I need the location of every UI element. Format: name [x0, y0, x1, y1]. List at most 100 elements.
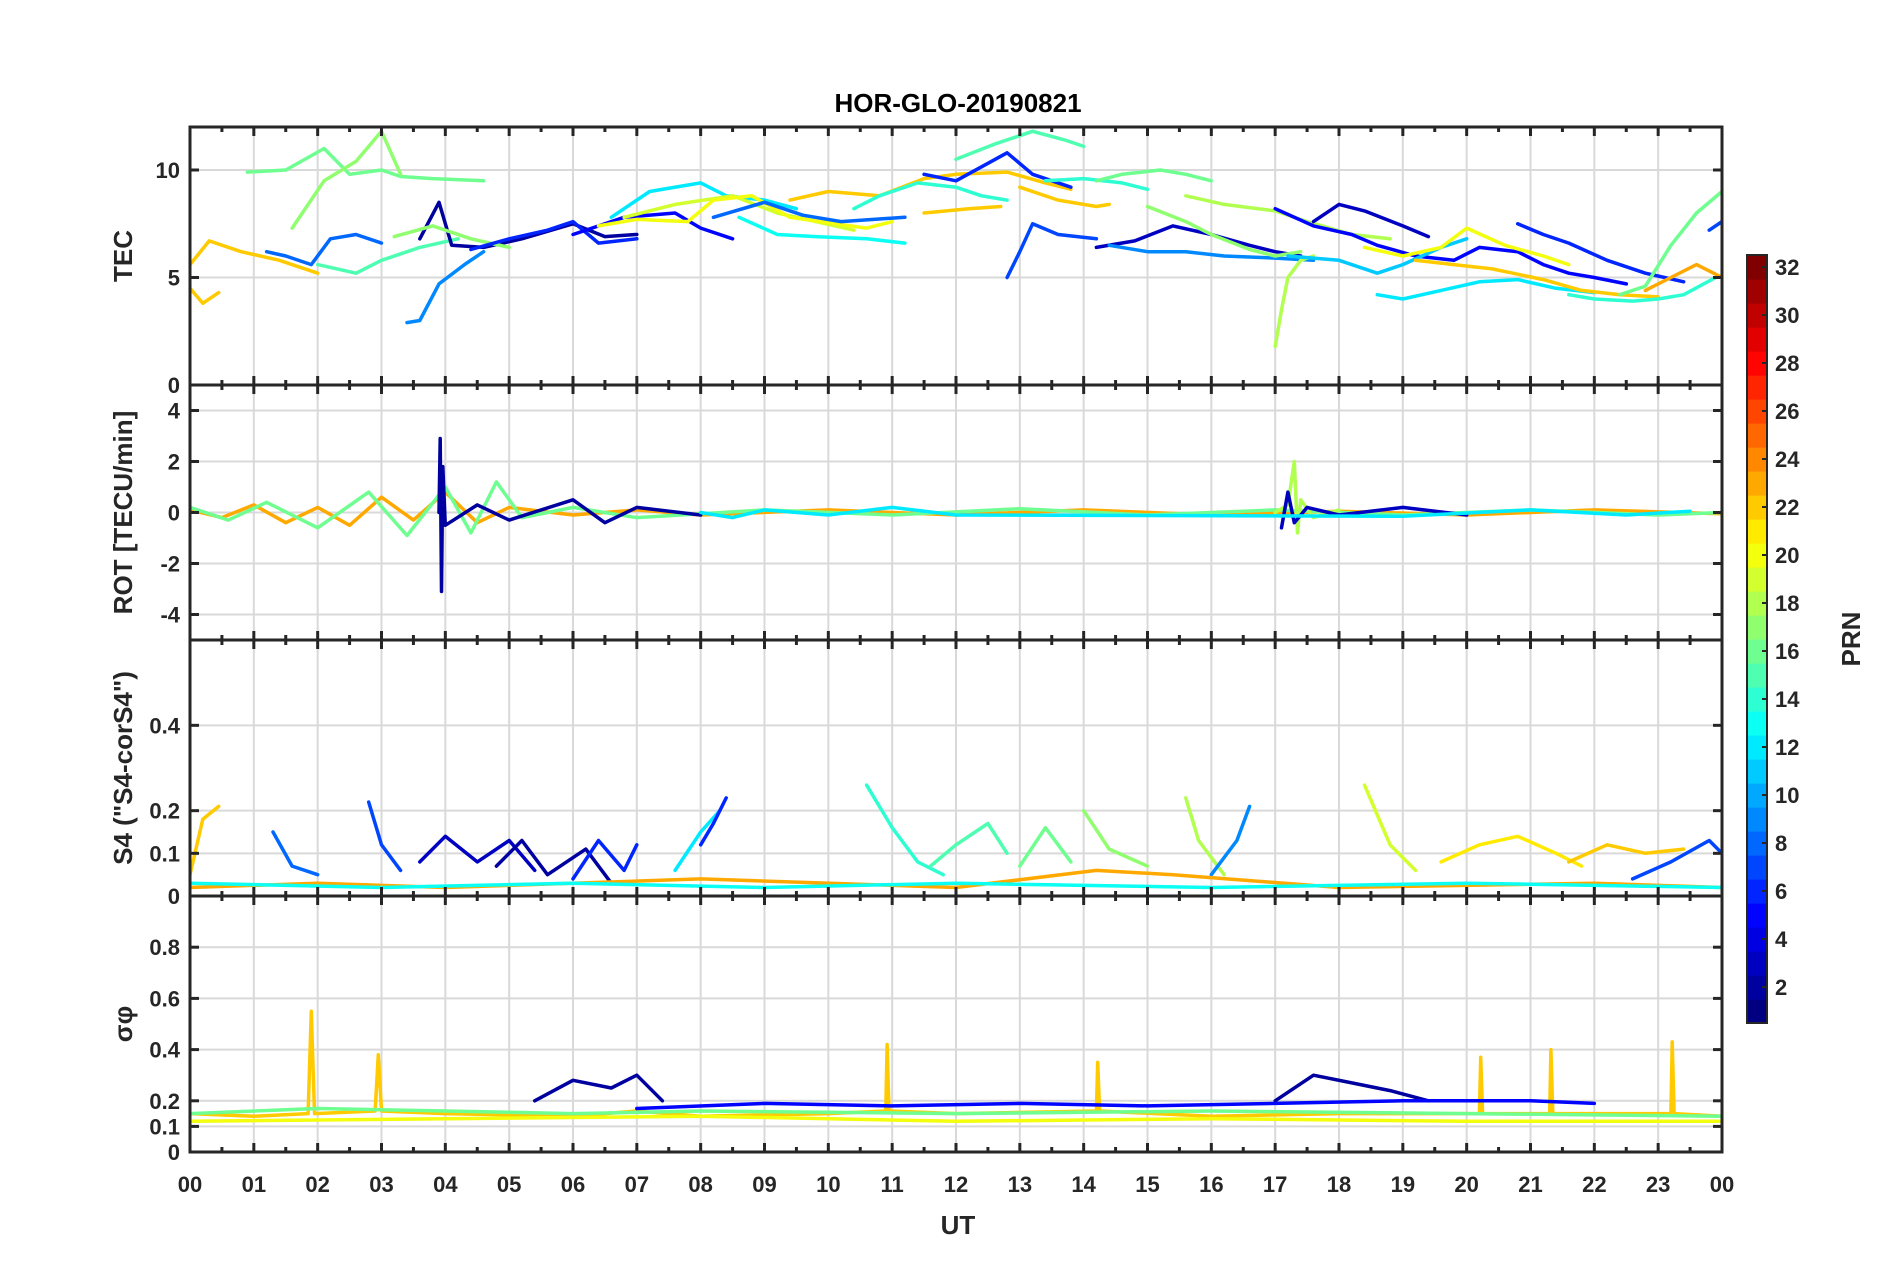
- colorbar-swatch: [1747, 447, 1767, 472]
- x-tick-label: 19: [1391, 1172, 1415, 1197]
- x-tick-label: 17: [1263, 1172, 1287, 1197]
- series-line-prn-2: [532, 1073, 665, 1103]
- y-tick-label: -2: [160, 552, 180, 577]
- series-line-prn-22: [190, 286, 221, 306]
- colorbar-swatch: [1747, 999, 1767, 1024]
- colorbar-tick-label: 16: [1775, 639, 1799, 664]
- series-line-prn-8: [264, 232, 384, 267]
- series-line-prn-9: [1107, 243, 1316, 263]
- series-line-prn-16: [1094, 168, 1214, 183]
- series-line-prn-12: [698, 505, 1692, 520]
- series-line-prn-13: [737, 215, 907, 245]
- series-line-prn-15: [315, 237, 460, 275]
- colorbar-swatch: [1747, 735, 1767, 760]
- series-group: [190, 129, 1722, 349]
- colorbar-swatch: [1747, 255, 1767, 280]
- series-line-prn-8: [271, 830, 320, 877]
- colorbar-tick-label: 10: [1775, 783, 1799, 808]
- colorbar-swatch: [1747, 639, 1767, 664]
- colorbar-swatch: [1747, 783, 1767, 808]
- series-line-prn-21: [1439, 834, 1584, 868]
- series-line-prn-7: [1005, 222, 1099, 280]
- colorbar-tick-label: 32: [1775, 255, 1799, 280]
- series-line-prn-15: [954, 129, 1086, 162]
- series-line-prn-2: [418, 200, 639, 250]
- x-tick-label: 13: [1008, 1172, 1032, 1197]
- y-tick-label: 5: [168, 266, 180, 291]
- series-line-prn-22: [190, 239, 320, 275]
- series-line-prn-8: [711, 200, 907, 224]
- y-tick-label: 0: [168, 373, 180, 398]
- series-line-prn-16: [190, 1106, 1722, 1118]
- series-line-prn-2: [494, 838, 614, 885]
- series-line-prn-14: [852, 181, 1009, 211]
- x-tick-label: 15: [1135, 1172, 1159, 1197]
- y-axis-label: S4 ("S4-corS4"): [108, 671, 138, 865]
- series-line-prn-22: [922, 204, 1003, 215]
- series-line-prn-14: [1567, 275, 1718, 303]
- y-tick-label: 0.2: [149, 1089, 180, 1114]
- colorbar-swatch: [1747, 351, 1767, 376]
- y-axis-label: TEC: [108, 230, 138, 282]
- x-tick-label: 20: [1454, 1172, 1478, 1197]
- x-axis-label: UT: [941, 1210, 976, 1240]
- x-tick-label: 04: [433, 1172, 458, 1197]
- colorbar-swatch: [1747, 399, 1767, 424]
- y-axis-label: ROT [TECU/min]: [108, 411, 138, 615]
- series-line-prn-17: [1145, 204, 1303, 258]
- series-line-prn-7: [366, 800, 403, 873]
- series-group: [190, 1009, 1722, 1124]
- series-line-prn-3: [1279, 490, 1469, 530]
- y-tick-label: 4: [168, 399, 181, 424]
- x-axis: 00 01 02 03 04 05 06 07 08 09 10 11 12 13 14 15 16 17 18 19…: [178, 1172, 1734, 1197]
- colorbar-tick-label: 12: [1775, 735, 1799, 760]
- panel-frame: [188, 894, 1724, 1154]
- colorbar-swatch: [1747, 279, 1767, 304]
- series-line-prn-14: [864, 783, 945, 877]
- colorbar-tick-label: 24: [1775, 447, 1800, 472]
- x-tick-label: 00: [178, 1172, 202, 1197]
- series-line-prn-3: [418, 834, 537, 873]
- x-tick-label: 02: [305, 1172, 329, 1197]
- x-tick-label: 22: [1582, 1172, 1606, 1197]
- series-line-prn-12: [609, 181, 799, 220]
- x-tick-label: 18: [1327, 1172, 1351, 1197]
- colorbar-swatch: [1747, 327, 1767, 352]
- series-line-prn-20: [190, 1114, 1722, 1124]
- series-group: [190, 436, 1722, 594]
- series-line-prn-17: [290, 129, 403, 230]
- series-line-prn-15: [928, 821, 1009, 868]
- colorbar-swatch: [1747, 951, 1767, 976]
- series-line-prn-18: [1184, 796, 1226, 877]
- panel-4: 00.10.2 0.4 0.6 0.8 σφ: [108, 894, 1724, 1165]
- x-tick-label: 08: [688, 1172, 712, 1197]
- series-line-prn-19: [1362, 783, 1418, 873]
- series-line-prn-2: [1273, 1073, 1431, 1103]
- series-line-prn-6: [698, 796, 728, 847]
- colorbar-tick-label: 2: [1775, 975, 1787, 1000]
- x-tick-label: 10: [816, 1172, 840, 1197]
- x-tick-label: 06: [561, 1172, 585, 1197]
- colorbar-tick-label: 4: [1775, 927, 1788, 952]
- series-line-prn-20: [596, 194, 894, 230]
- x-tick-label: 16: [1199, 1172, 1223, 1197]
- colorbar-swatch: [1747, 567, 1767, 592]
- series-line-prn-20: [1362, 226, 1571, 267]
- series-line-prn-12: [673, 808, 722, 873]
- y-tick-label: 0.1: [149, 1114, 180, 1139]
- series-line-prn-22: [1018, 185, 1111, 209]
- colorbar-swatch: [1747, 423, 1767, 448]
- chart-title: HOR-GLO-20190821: [834, 88, 1081, 118]
- colorbar-tick-label: 20: [1775, 543, 1799, 568]
- colorbar-swatch: [1747, 495, 1767, 520]
- colorbar-label: PRN: [1836, 612, 1866, 667]
- colorbar-tick-label: 14: [1775, 687, 1800, 712]
- colorbar-swatch: [1747, 759, 1767, 784]
- series-line-prn-23: [1643, 262, 1722, 293]
- y-tick-label: 0.6: [149, 986, 180, 1011]
- panel-3: 0 0.1 0.2 0.4 S4 ("S4-corS4"): [108, 638, 1724, 909]
- y-axis-label: σφ: [108, 1006, 138, 1042]
- series-line-prn-7: [1630, 838, 1722, 881]
- x-tick-label: 11: [881, 1172, 904, 1197]
